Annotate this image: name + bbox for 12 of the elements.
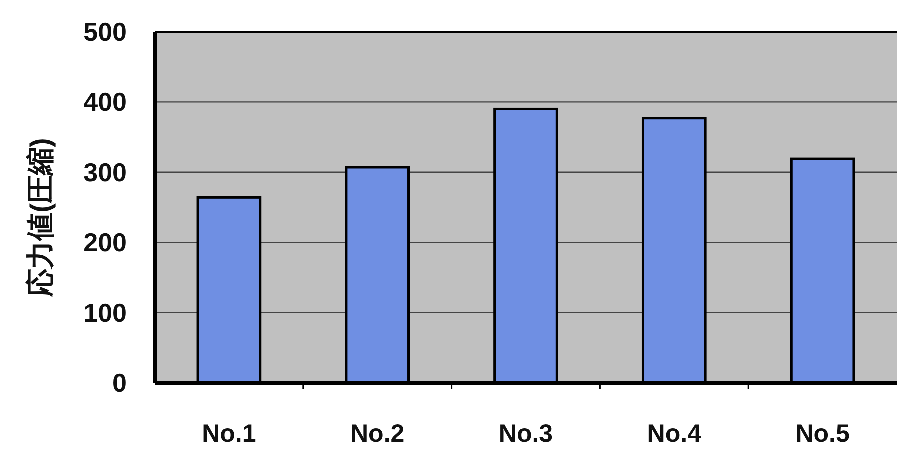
y-tick-label: 200 (84, 228, 127, 258)
y-tick-label: 100 (84, 298, 127, 328)
y-tick-label: 0 (112, 368, 127, 398)
x-tick-label: No.3 (498, 420, 554, 448)
x-tick-label: No.2 (350, 420, 405, 448)
x-tick-label: No.5 (796, 420, 850, 448)
x-tick-label: No.1 (202, 420, 256, 448)
y-axis-title: 応力値(圧縮) (25, 138, 56, 298)
x-tick-label: No.4 (647, 420, 702, 448)
y-tick-label: 500 (84, 17, 127, 47)
y-tick-label: 300 (84, 157, 127, 188)
y-tick-label: 400 (84, 87, 127, 118)
